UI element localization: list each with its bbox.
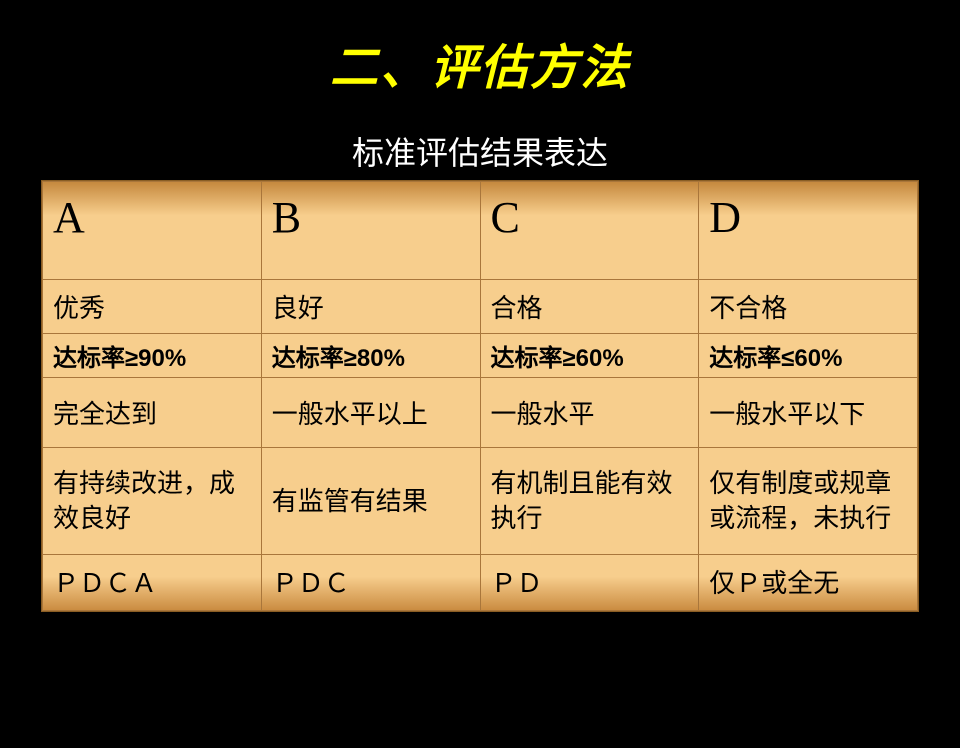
desc-d: 仅有制度或规章或流程，未执行 [699, 448, 918, 555]
pdca-d: 仅Ｐ或全无 [699, 555, 918, 611]
rating-b: 良好 [261, 280, 480, 334]
pdca-b: ＰＤＣ [261, 555, 480, 611]
level-a: 完全达到 [43, 378, 262, 448]
pdca-a: ＰＤＣＡ [43, 555, 262, 611]
rate-d: 达标率≤60% [699, 334, 918, 378]
desc-b: 有监管有结果 [261, 448, 480, 555]
rate-c: 达标率≥60% [480, 334, 699, 378]
level-b: 一般水平以上 [261, 378, 480, 448]
table-row: 优秀 良好 合格 不合格 [43, 280, 918, 334]
head-a: A [43, 182, 262, 280]
level-d: 一般水平以下 [699, 378, 918, 448]
table-row: 有持续改进，成效良好 有监管有结果 有机制且能有效执行 仅有制度或规章或流程，未… [43, 448, 918, 555]
rating-a: 优秀 [43, 280, 262, 334]
pdca-c: ＰＤ [480, 555, 699, 611]
rate-a: 达标率≥90% [43, 334, 262, 378]
table-row: 达标率≥90% 达标率≥80% 达标率≥60% 达标率≤60% [43, 334, 918, 378]
rate-b: 达标率≥80% [261, 334, 480, 378]
table-row: ＰＤＣＡ ＰＤＣ ＰＤ 仅Ｐ或全无 [43, 555, 918, 611]
page-subtitle: 标准评估结果表达 [0, 128, 960, 174]
desc-c: 有机制且能有效执行 [480, 448, 699, 555]
table-row: 完全达到 一般水平以上 一般水平 一般水平以下 [43, 378, 918, 448]
level-c: 一般水平 [480, 378, 699, 448]
rating-c: 合格 [480, 280, 699, 334]
head-d: D [699, 182, 918, 280]
head-b: B [261, 182, 480, 280]
desc-a: 有持续改进，成效良好 [43, 448, 262, 555]
table-row: A B C D [43, 182, 918, 280]
page-title: 二、评估方法 [0, 28, 960, 98]
head-c: C [480, 182, 699, 280]
rating-d: 不合格 [699, 280, 918, 334]
grade-table: A B C D 优秀 良好 合格 不合格 达标率≥90% 达标率≥80% 达标率… [41, 180, 919, 612]
